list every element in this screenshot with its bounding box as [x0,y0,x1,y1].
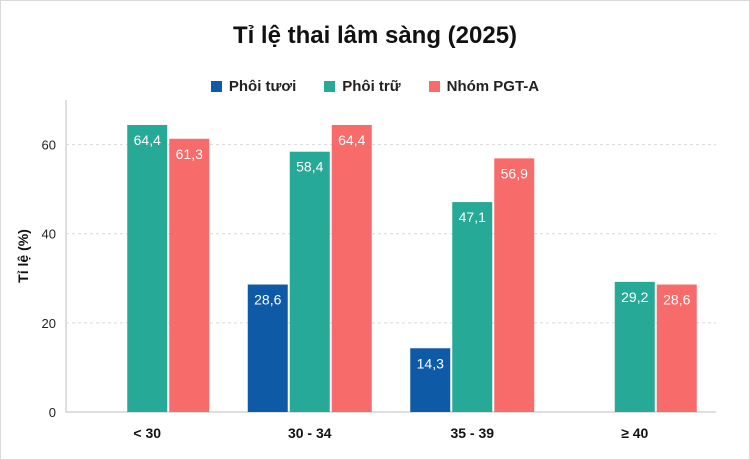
legend-label-phoi-tru: Phôi trữ [342,78,401,95]
bar [289,151,330,412]
y-tick-label: 60 [42,138,56,153]
legend-swatch-pgt-a [428,81,440,92]
bar-data-label: 28,6 [663,292,690,308]
bar [410,348,451,412]
bar [494,158,535,412]
x-category-label: 35 - 39 [450,425,494,441]
bar [452,202,493,412]
x-category-label: ≥ 40 [621,425,648,441]
x-category-label: 30 - 34 [288,425,332,441]
legend-label-phoi-tuoi: Phôi tươi [228,78,297,95]
chart-title: Tỉ lệ thai lâm sàng (2025) [232,22,518,49]
legend: Phôi tươi Phôi trữ Nhóm PGT-A [0,78,750,95]
bar-data-label: 47,1 [459,209,486,225]
bar-data-label: 14,3 [417,355,444,371]
y-axis-label: Tỉ lệ (%) [15,229,31,283]
bar [656,284,697,412]
legend-item-pgt-a: Nhóm PGT-A [428,78,540,95]
legend-swatch-phoi-tru [324,81,336,92]
bar-data-label: 64,4 [134,132,161,148]
y-tick-label: 0 [49,405,56,420]
bar [169,138,210,412]
legend-label-pgt-a: Nhóm PGT-A [446,78,540,95]
bar-data-label: 29,2 [621,289,648,305]
bar-data-label: 28,6 [254,292,281,308]
y-tick-label: 20 [42,316,56,331]
legend-swatch-phoi-tuoi [210,81,222,92]
bar-data-label: 61,3 [176,146,203,162]
y-tick-label: 40 [42,227,56,242]
bar [247,284,288,412]
x-category-label: < 30 [133,425,161,441]
bar [331,124,372,413]
bar-data-label: 64,4 [338,132,365,148]
bar [127,124,168,413]
legend-item-phoi-tru: Phôi trữ [324,78,401,95]
bar [614,281,655,412]
bar-data-label: 58,4 [296,159,323,175]
bar-data-label: 56,9 [501,165,528,181]
legend-item-phoi-tuoi: Phôi tươi [210,78,297,95]
